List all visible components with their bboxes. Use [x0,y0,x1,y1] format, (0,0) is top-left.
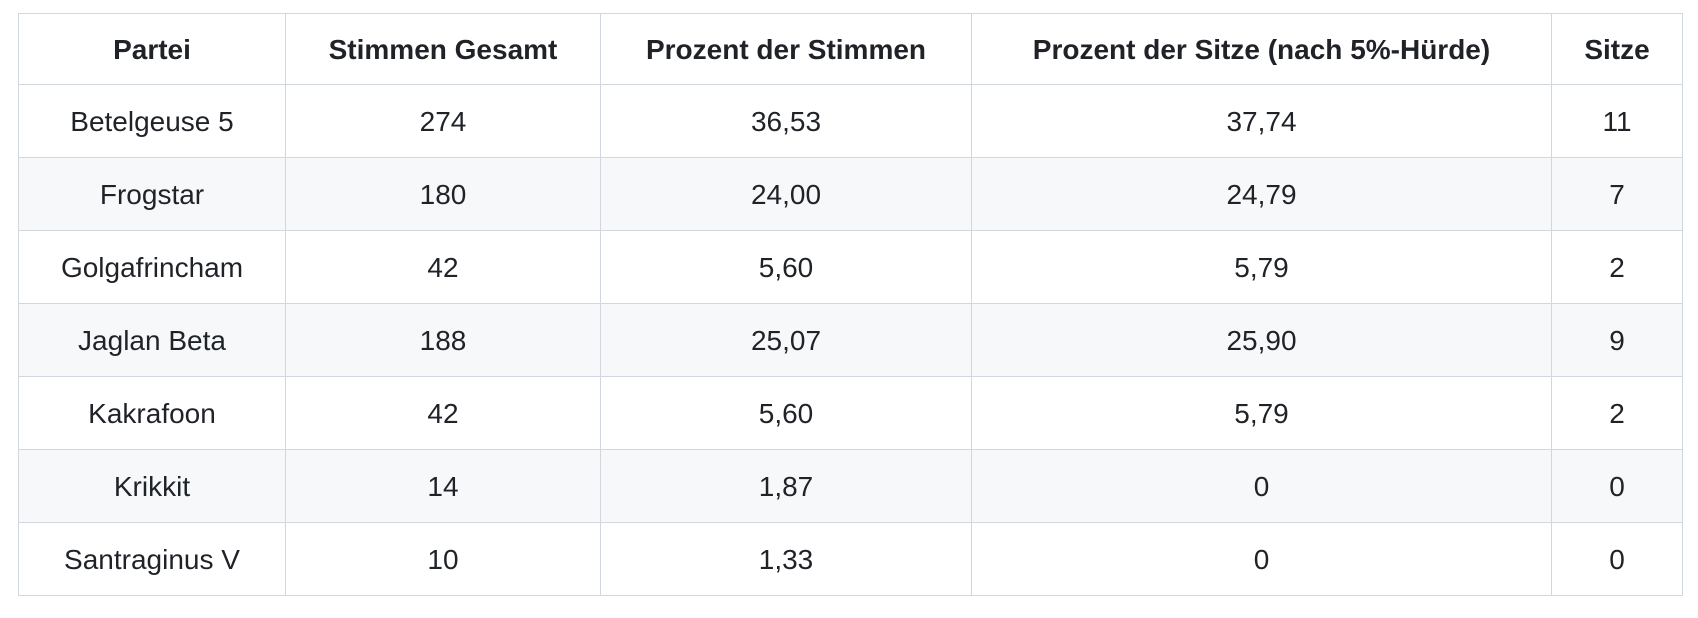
cell-prozent-der-sitze: 0 [971,522,1552,596]
table-row: Jaglan Beta 188 25,07 25,90 9 [18,303,1683,377]
cell-partei: Golgafrincham [18,230,286,304]
cell-sitze: 11 [1551,84,1683,158]
cell-stimmen-gesamt: 42 [285,230,601,304]
cell-sitze: 0 [1551,449,1683,523]
cell-partei: Frogstar [18,157,286,231]
cell-prozent-der-sitze: 24,79 [971,157,1552,231]
cell-prozent-der-sitze: 25,90 [971,303,1552,377]
cell-prozent-der-stimmen: 5,60 [600,230,972,304]
cell-partei: Santraginus V [18,522,286,596]
table-row: Frogstar 180 24,00 24,79 7 [18,157,1683,231]
column-header-stimmen-gesamt: Stimmen Gesamt [285,13,601,85]
cell-sitze: 0 [1551,522,1683,596]
cell-sitze: 2 [1551,376,1683,450]
cell-prozent-der-stimmen: 36,53 [600,84,972,158]
cell-stimmen-gesamt: 180 [285,157,601,231]
cell-prozent-der-sitze: 5,79 [971,230,1552,304]
election-results-table: Partei Stimmen Gesamt Prozent der Stimme… [18,13,1683,596]
cell-sitze: 2 [1551,230,1683,304]
cell-partei: Krikkit [18,449,286,523]
cell-prozent-der-stimmen: 24,00 [600,157,972,231]
cell-stimmen-gesamt: 14 [285,449,601,523]
column-header-prozent-der-stimmen: Prozent der Stimmen [600,13,972,85]
cell-prozent-der-sitze: 0 [971,449,1552,523]
cell-stimmen-gesamt: 274 [285,84,601,158]
table-row: Golgafrincham 42 5,60 5,79 2 [18,230,1683,304]
cell-prozent-der-stimmen: 1,87 [600,449,972,523]
cell-sitze: 9 [1551,303,1683,377]
header-row: Partei Stimmen Gesamt Prozent der Stimme… [18,13,1683,85]
cell-prozent-der-sitze: 5,79 [971,376,1552,450]
table-row: Krikkit 14 1,87 0 0 [18,449,1683,523]
cell-prozent-der-sitze: 37,74 [971,84,1552,158]
column-header-sitze: Sitze [1551,13,1683,85]
cell-prozent-der-stimmen: 1,33 [600,522,972,596]
column-header-prozent-der-sitze: Prozent der Sitze (nach 5%-Hürde) [971,13,1552,85]
table-row: Betelgeuse 5 274 36,53 37,74 11 [18,84,1683,158]
table-row: Kakrafoon 42 5,60 5,79 2 [18,376,1683,450]
cell-sitze: 7 [1551,157,1683,231]
cell-partei: Betelgeuse 5 [18,84,286,158]
column-header-partei: Partei [18,13,286,85]
table-row: Santraginus V 10 1,33 0 0 [18,522,1683,596]
cell-partei: Kakrafoon [18,376,286,450]
cell-stimmen-gesamt: 188 [285,303,601,377]
cell-partei: Jaglan Beta [18,303,286,377]
cell-stimmen-gesamt: 10 [285,522,601,596]
cell-prozent-der-stimmen: 25,07 [600,303,972,377]
cell-stimmen-gesamt: 42 [285,376,601,450]
cell-prozent-der-stimmen: 5,60 [600,376,972,450]
